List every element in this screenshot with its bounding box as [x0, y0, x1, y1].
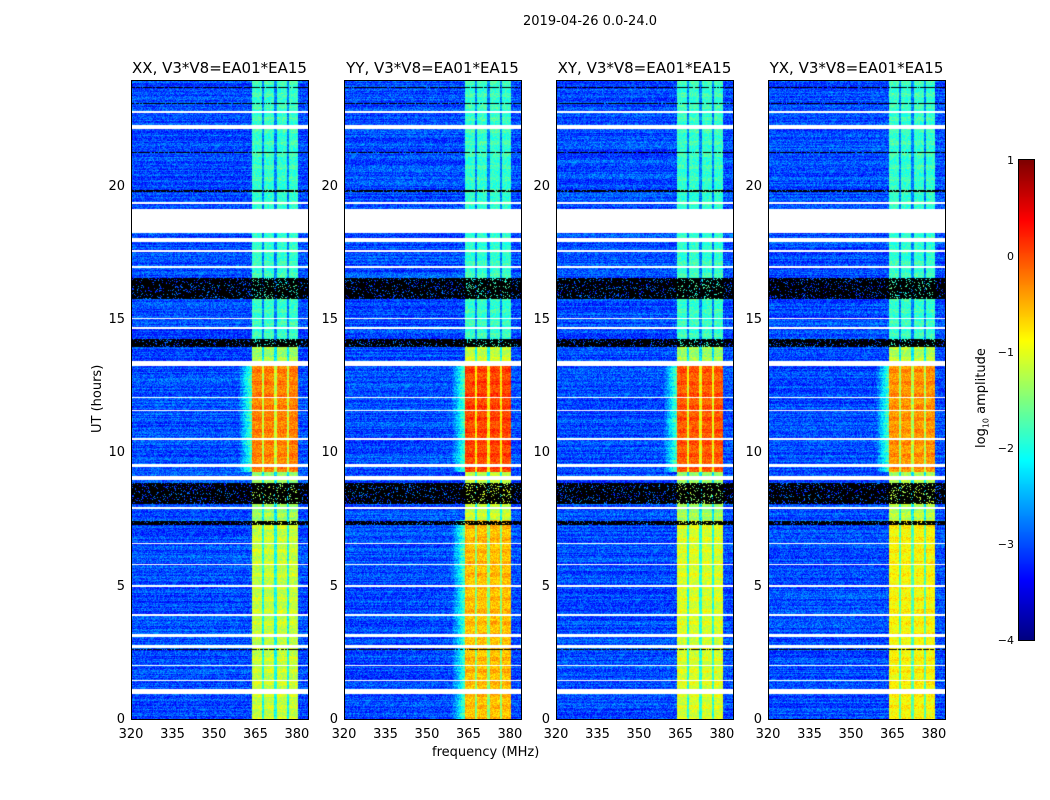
- spectrogram-panel: [556, 80, 734, 720]
- x-tick-label: 365: [456, 727, 481, 742]
- y-tick-label: 20: [321, 178, 338, 194]
- x-tick-label: 350: [414, 727, 440, 742]
- x-tick-label: 365: [880, 727, 905, 742]
- panel-title: XY, V3*V8=EA01*EA15: [557, 59, 732, 77]
- x-tick-label: 320: [118, 727, 144, 742]
- colorbar-label-rest: amplitude: [974, 348, 989, 418]
- y-tick-label: 5: [116, 578, 125, 594]
- y-tick-label: 0: [541, 712, 550, 727]
- x-tick-label: 350: [626, 727, 652, 742]
- y-tick-label: 15: [533, 312, 550, 327]
- y-tick-label: 10: [321, 445, 338, 461]
- x-tick-label: 365: [243, 727, 268, 742]
- colorbar-tick-label: −3: [997, 538, 1014, 551]
- figure-title: 2019-04-26 0.0-24.0: [523, 14, 657, 29]
- y-tick-label: 0: [329, 712, 338, 727]
- y-tick-label: 10: [745, 445, 762, 461]
- panel-title: YX, V3*V8=EA01*EA15: [769, 59, 944, 77]
- x-tick-label: 380: [921, 727, 947, 742]
- colorbar-label-sub: 10: [981, 417, 991, 429]
- spectrogram-image: [345, 81, 521, 719]
- x-tick-label: 320: [331, 727, 357, 742]
- x-tick-label: 350: [201, 727, 227, 742]
- x-tick-label: 380: [284, 727, 310, 742]
- x-tick-label: 380: [497, 727, 523, 742]
- y-tick-label: 5: [329, 578, 338, 594]
- y-tick-label: 5: [753, 578, 762, 594]
- panel-title: XX, V3*V8=EA01*EA15: [132, 59, 307, 77]
- x-axis-label: frequency (MHz): [432, 745, 540, 760]
- x-tick-label: 320: [543, 727, 569, 742]
- y-tick-label: 0: [753, 712, 762, 727]
- y-tick-label: 15: [745, 312, 762, 327]
- spectrogram-image: [132, 81, 308, 719]
- y-axis-label: UT (hours): [90, 364, 105, 433]
- panel-title: YY, V3*V8=EA01*EA15: [346, 59, 519, 77]
- colorbar-tick-label: −4: [997, 634, 1014, 647]
- colorbar-tick-label: 1: [1007, 154, 1014, 167]
- y-tick-label: 0: [116, 712, 125, 727]
- colorbar-label-main: log: [974, 428, 989, 448]
- y-tick-label: 20: [108, 178, 125, 194]
- colorbar: [1018, 159, 1035, 641]
- y-tick-label: 15: [321, 312, 338, 327]
- y-tick-label: 20: [745, 178, 762, 194]
- x-tick-label: 335: [373, 727, 398, 742]
- colorbar-tick-label: −1: [997, 346, 1014, 359]
- colorbar-label: log10 amplitude: [974, 348, 994, 448]
- y-tick-label: 15: [108, 312, 125, 327]
- y-tick-label: 20: [533, 178, 550, 194]
- y-tick-label: 10: [533, 445, 550, 461]
- x-tick-label: 320: [755, 727, 781, 742]
- y-tick-label: 5: [541, 578, 550, 594]
- spectrogram-panel: [344, 80, 522, 720]
- spectrogram-image: [557, 81, 733, 719]
- spectrogram-panel: [131, 80, 309, 720]
- x-tick-label: 335: [160, 727, 185, 742]
- y-tick-label: 10: [108, 445, 125, 461]
- x-tick-label: 335: [585, 727, 610, 742]
- colorbar-gradient: [1019, 160, 1034, 640]
- colorbar-tick-label: 0: [1007, 250, 1014, 263]
- colorbar-tick-label: −2: [997, 442, 1014, 455]
- spectrogram-image: [769, 81, 945, 719]
- x-tick-label: 380: [709, 727, 735, 742]
- x-tick-label: 350: [838, 727, 864, 742]
- spectrogram-panel: [768, 80, 946, 720]
- x-tick-label: 365: [668, 727, 693, 742]
- x-tick-label: 335: [797, 727, 822, 742]
